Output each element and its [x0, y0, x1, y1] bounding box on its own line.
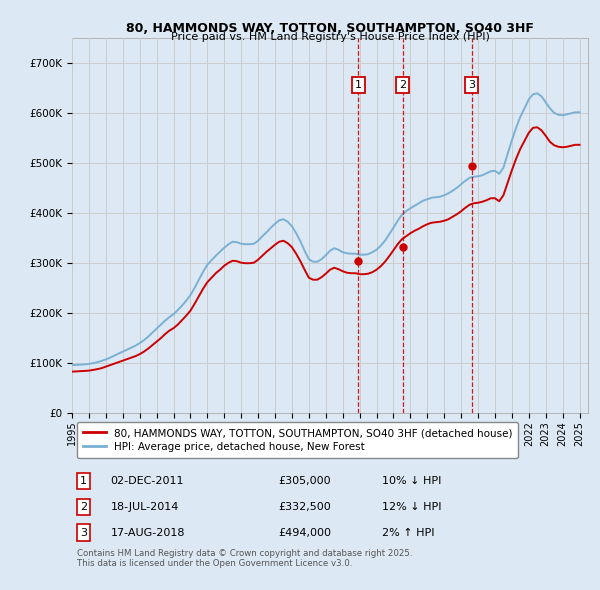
Legend: 80, HAMMONDS WAY, TOTTON, SOUTHAMPTON, SO40 3HF (detached house), HPI: Average p: 80, HAMMONDS WAY, TOTTON, SOUTHAMPTON, S…	[77, 422, 518, 458]
Text: 80, HAMMONDS WAY, TOTTON, SOUTHAMPTON, SO40 3HF: 80, HAMMONDS WAY, TOTTON, SOUTHAMPTON, S…	[126, 22, 534, 35]
Text: £494,000: £494,000	[278, 527, 331, 537]
Text: £332,500: £332,500	[278, 502, 331, 512]
Text: 18-JUL-2014: 18-JUL-2014	[110, 502, 179, 512]
Text: 2: 2	[80, 502, 87, 512]
Text: 1: 1	[355, 80, 362, 90]
Text: Contains HM Land Registry data © Crown copyright and database right 2025.
This d: Contains HM Land Registry data © Crown c…	[77, 549, 413, 568]
Text: 2: 2	[399, 80, 406, 90]
Text: 02-DEC-2011: 02-DEC-2011	[110, 476, 184, 486]
Text: 17-AUG-2018: 17-AUG-2018	[110, 527, 185, 537]
Text: 12% ↓ HPI: 12% ↓ HPI	[382, 502, 441, 512]
Text: 3: 3	[80, 527, 87, 537]
Text: 1: 1	[80, 476, 87, 486]
Text: Price paid vs. HM Land Registry's House Price Index (HPI): Price paid vs. HM Land Registry's House …	[170, 32, 490, 42]
Text: 2% ↑ HPI: 2% ↑ HPI	[382, 527, 434, 537]
Text: 3: 3	[468, 80, 475, 90]
Text: £305,000: £305,000	[278, 476, 331, 486]
Text: 10% ↓ HPI: 10% ↓ HPI	[382, 476, 441, 486]
